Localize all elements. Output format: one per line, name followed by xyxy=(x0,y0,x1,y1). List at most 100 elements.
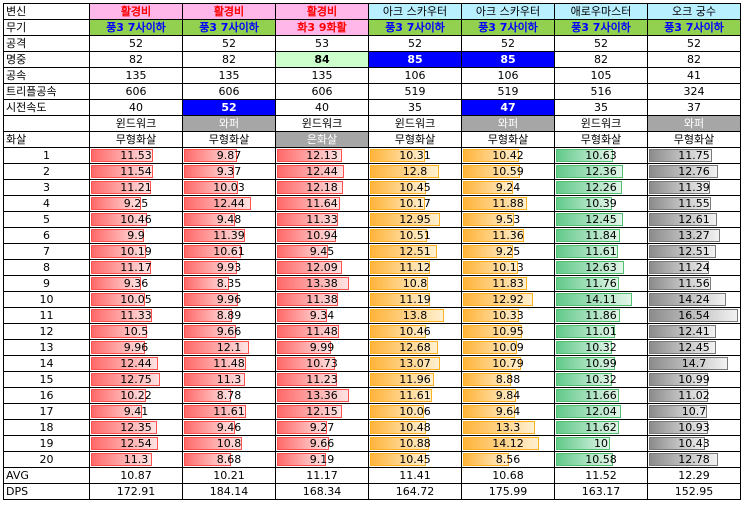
cell-accessory-3: 윈드워크 xyxy=(275,115,369,132)
damage-value: 11.61 xyxy=(585,245,617,258)
damage-value: 11.86 xyxy=(585,309,617,322)
damage-value: 8.89 xyxy=(216,309,242,322)
shot-damage-cell: 9.46 xyxy=(182,419,276,436)
shot-number: 14 xyxy=(3,355,90,372)
damage-data-bar xyxy=(91,453,152,466)
damage-value: 10.88 xyxy=(399,437,431,450)
shot-damage-cell: 10.51 xyxy=(368,227,462,244)
damage-data-bar xyxy=(184,373,245,386)
shot-damage-cell: 11.96 xyxy=(368,371,462,388)
damage-data-bar xyxy=(649,229,720,242)
shot-damage-cell: 12.15 xyxy=(275,403,369,420)
damage-data-bar xyxy=(91,293,145,306)
damage-data-bar xyxy=(649,357,728,370)
damage-value: 9.27 xyxy=(309,421,335,434)
damage-data-bar xyxy=(370,357,440,370)
cell-transform-3: 활경비 xyxy=(275,3,369,20)
damage-value: 11.75 xyxy=(678,149,710,162)
row-triple-speed: 트리플공속 606 606 606 519 519 516 324 xyxy=(3,83,741,100)
shot-damage-cell: 11.48 xyxy=(182,355,276,372)
shot-damage-cell: 12.09 xyxy=(275,259,369,276)
damage-value: 14.11 xyxy=(585,293,617,306)
shot-number: 7 xyxy=(3,243,90,260)
cell-weapon-5: 풍3 7사이하 xyxy=(461,19,555,36)
shot-damage-cell: 12.45 xyxy=(554,211,648,228)
damage-value: 9.25 xyxy=(123,197,149,210)
shot-damage-cell: 9.25 xyxy=(89,195,183,212)
shot-damage-cell: 10.32 xyxy=(554,371,648,388)
damage-value: 11.02 xyxy=(678,389,710,402)
damage-value: 11.66 xyxy=(585,389,617,402)
damage-value: 9.36 xyxy=(123,277,149,290)
damage-data-bar xyxy=(277,165,344,178)
damage-data-bar xyxy=(463,261,518,274)
damage-value: 8.78 xyxy=(216,389,242,402)
shot-damage-cell: 11.21 xyxy=(89,179,183,196)
shot-damage-cell: 10.19 xyxy=(89,243,183,260)
shot-damage-cell: 11.56 xyxy=(647,275,741,292)
damage-data-bar xyxy=(649,293,726,306)
damage-data-bar xyxy=(184,405,246,418)
shot-damage-cell: 8.89 xyxy=(182,307,276,324)
damage-value: 10.61 xyxy=(213,245,245,258)
damage-data-bar xyxy=(370,437,429,450)
damage-data-bar xyxy=(277,181,343,194)
cell-attack-speed-3: 135 xyxy=(275,67,369,84)
shot-damage-cell: 11.83 xyxy=(461,275,555,292)
damage-data-bar xyxy=(184,229,245,242)
damage-value: 10.42 xyxy=(492,149,524,162)
shot-damage-cell: 9.34 xyxy=(275,307,369,324)
damage-data-bar xyxy=(91,389,146,402)
cell-attack-speed-5: 106 xyxy=(461,67,555,84)
shot-damage-cell: 11.24 xyxy=(647,259,741,276)
damage-value: 11.3 xyxy=(123,453,149,466)
damage-data-bar xyxy=(91,341,145,354)
row-label-accessory xyxy=(3,115,90,132)
damage-value: 12.18 xyxy=(306,181,338,194)
damage-data-bar xyxy=(91,149,153,162)
shot-damage-cell: 12.51 xyxy=(647,243,741,260)
damage-data-bar xyxy=(463,245,513,258)
shot-damage-cell: 9.37 xyxy=(182,163,276,180)
shot-damage-cell: 11.76 xyxy=(554,275,648,292)
shot-damage-cell: 11.62 xyxy=(554,419,648,436)
damage-value: 10.45 xyxy=(399,453,431,466)
cell-attack-1: 52 xyxy=(89,35,183,52)
damage-data-bar xyxy=(556,421,619,434)
shot-damage-cell: 8.68 xyxy=(182,451,276,468)
shot-number: 9 xyxy=(3,275,90,292)
shot-damage-cell: 11.39 xyxy=(182,227,276,244)
shot-damage-cell: 11.66 xyxy=(554,387,648,404)
cell-triple-speed-4: 519 xyxy=(368,83,462,100)
shot-damage-cell: 9.66 xyxy=(182,323,276,340)
damage-value: 10.5 xyxy=(123,325,149,338)
damage-value: 8.35 xyxy=(216,277,242,290)
damage-data-bar xyxy=(370,277,428,290)
damage-data-bar xyxy=(184,325,236,338)
damage-comparison-table: 변신 활경비 활경비 활경비 아크 스카우터 아크 스카우터 애로우마스터 오크… xyxy=(3,3,741,500)
damage-value: 12.44 xyxy=(120,357,152,370)
damage-data-bar xyxy=(556,389,619,402)
cell-transform-6: 애로우마스터 xyxy=(554,3,648,20)
shot-row: 18 12.35 9.46 9.27 10.48 13.3 11.62 10.93 xyxy=(3,419,741,436)
damage-value: 10.32 xyxy=(585,373,617,386)
shot-damage-cell: 10.93 xyxy=(647,419,741,436)
damage-value: 16.54 xyxy=(678,309,710,322)
damage-value: 10.09 xyxy=(492,341,524,354)
damage-data-bar xyxy=(463,453,509,466)
damage-value: 9.96 xyxy=(123,341,149,354)
damage-data-bar xyxy=(370,165,439,178)
shot-number: 6 xyxy=(3,227,90,244)
shot-damage-cell: 10.42 xyxy=(461,147,555,164)
damage-value: 12.63 xyxy=(585,261,617,274)
damage-value: 12.51 xyxy=(399,245,431,258)
damage-value: 12.78 xyxy=(678,453,710,466)
row-weapon: 무기 풍3 7사이하 풍3 7사이하 화3 9화활 풍3 7사이하 풍3 7사이… xyxy=(3,19,741,36)
damage-data-bar xyxy=(370,181,426,194)
damage-data-bar xyxy=(184,165,234,178)
damage-value: 13.36 xyxy=(306,389,338,402)
damage-value: 12.41 xyxy=(678,325,710,338)
cell-transform-4: 아크 스카우터 xyxy=(368,3,462,20)
damage-value: 11.23 xyxy=(306,373,338,386)
damage-value: 9.37 xyxy=(216,165,242,178)
